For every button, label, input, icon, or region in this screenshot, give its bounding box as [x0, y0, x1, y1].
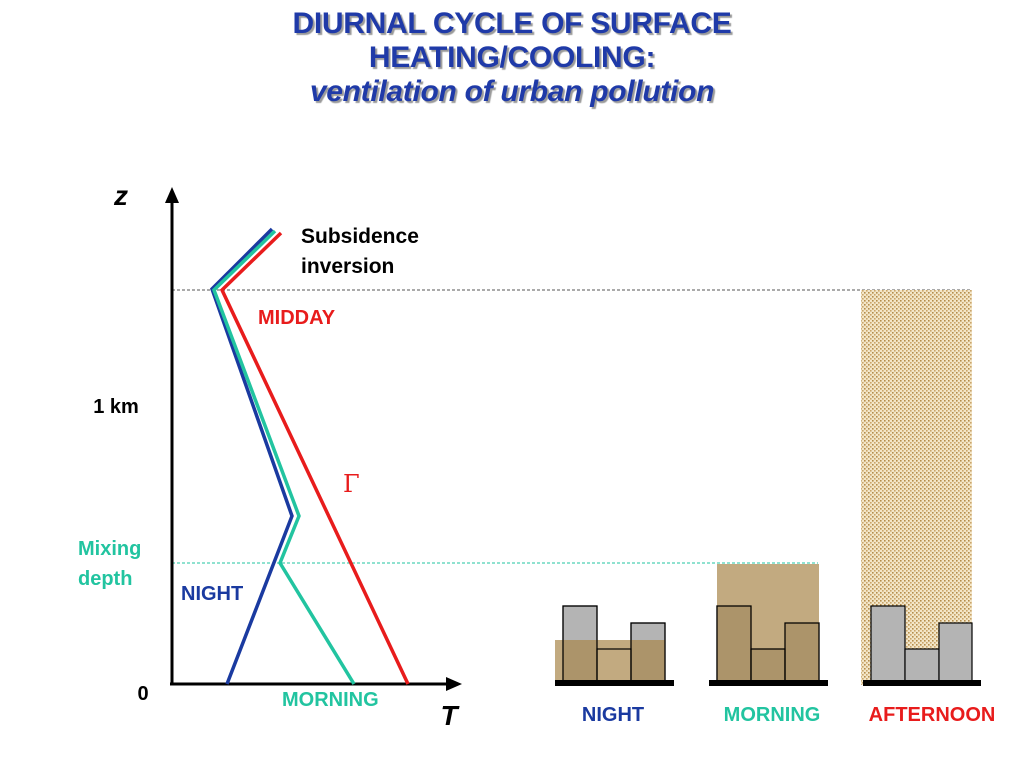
- ground: [863, 680, 981, 686]
- inversion-label: inversion: [301, 255, 394, 278]
- night-profile-label: NIGHT: [181, 583, 243, 605]
- pollution-layer: [717, 564, 819, 685]
- pollution-layer: [555, 640, 665, 685]
- night-profile-line: [209, 227, 294, 685]
- building: [870, 605, 906, 686]
- morning-profile-line: [211, 229, 356, 685]
- t-axis: [170, 677, 462, 691]
- one-km-label: 1 km: [93, 396, 139, 418]
- morning-profile-label: MORNING: [282, 689, 379, 711]
- midday-profile-line: [219, 231, 410, 685]
- afternoon-panel: [861, 290, 981, 686]
- building: [938, 622, 973, 686]
- subsidence-label: Subsidence: [301, 225, 419, 248]
- panel-label-afternoon: AFTERNOON: [869, 704, 996, 726]
- t-axis-label: T: [440, 700, 460, 731]
- morning-panel: [709, 564, 828, 686]
- title-line-1: DIURNAL CYCLE OF SURFACE: [292, 7, 732, 40]
- panel-label-night: NIGHT: [582, 704, 644, 726]
- midday-label: MIDDAY: [258, 307, 336, 329]
- origin-label: 0: [137, 683, 148, 705]
- z-axis: [165, 187, 179, 684]
- ground: [555, 680, 674, 686]
- depth-label: depth: [78, 568, 132, 590]
- building: [904, 648, 940, 686]
- mixing-label: Mixing: [78, 538, 141, 560]
- gamma-label: Γ: [343, 470, 360, 498]
- panel-label-morning: MORNING: [724, 704, 821, 726]
- z-axis-label: z: [113, 180, 128, 211]
- title-line-2: HEATING/COOLING:: [368, 41, 656, 74]
- night-panel: [555, 605, 674, 686]
- ground: [709, 680, 828, 686]
- title-line-3: ventilation of urban pollution: [309, 75, 715, 108]
